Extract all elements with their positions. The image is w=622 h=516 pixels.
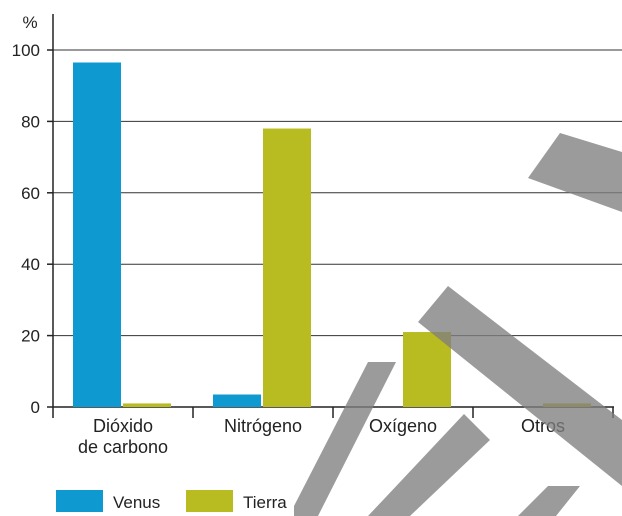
bar-venus: [73, 62, 121, 408]
legend-swatch: [56, 490, 103, 512]
category-label: de carbono: [78, 437, 168, 457]
y-tick-label: 0: [31, 398, 40, 417]
legend-swatch: [186, 490, 233, 512]
bar-tierra: [403, 332, 451, 407]
y-tick-label: 20: [21, 327, 40, 346]
category-label: Nitrógeno: [224, 416, 302, 436]
legend-label: Venus: [113, 493, 160, 512]
watermark-stripe: [294, 362, 396, 516]
watermark-stripe: [528, 133, 622, 212]
bar-tierra: [123, 403, 171, 407]
legend-label: Tierra: [243, 493, 287, 512]
watermark: [294, 133, 622, 516]
bar-tierra: [263, 128, 311, 408]
bar-venus: [213, 394, 261, 407]
watermark-stripe: [418, 286, 622, 486]
grid-lines: [53, 49, 622, 337]
category-label: Oxígeno: [369, 416, 437, 436]
legend: Venus Tierra: [56, 490, 287, 512]
y-axis-label: %: [22, 13, 37, 32]
bars: [73, 62, 591, 408]
watermark-stripe: [518, 486, 580, 516]
y-tick-label: 60: [21, 184, 40, 203]
watermark-stripe: [368, 414, 490, 516]
category-label: Dióxido: [93, 416, 153, 436]
y-tick-label: 40: [21, 255, 40, 274]
y-tick-label: 80: [21, 112, 40, 131]
y-tick-label: 100: [12, 41, 40, 60]
